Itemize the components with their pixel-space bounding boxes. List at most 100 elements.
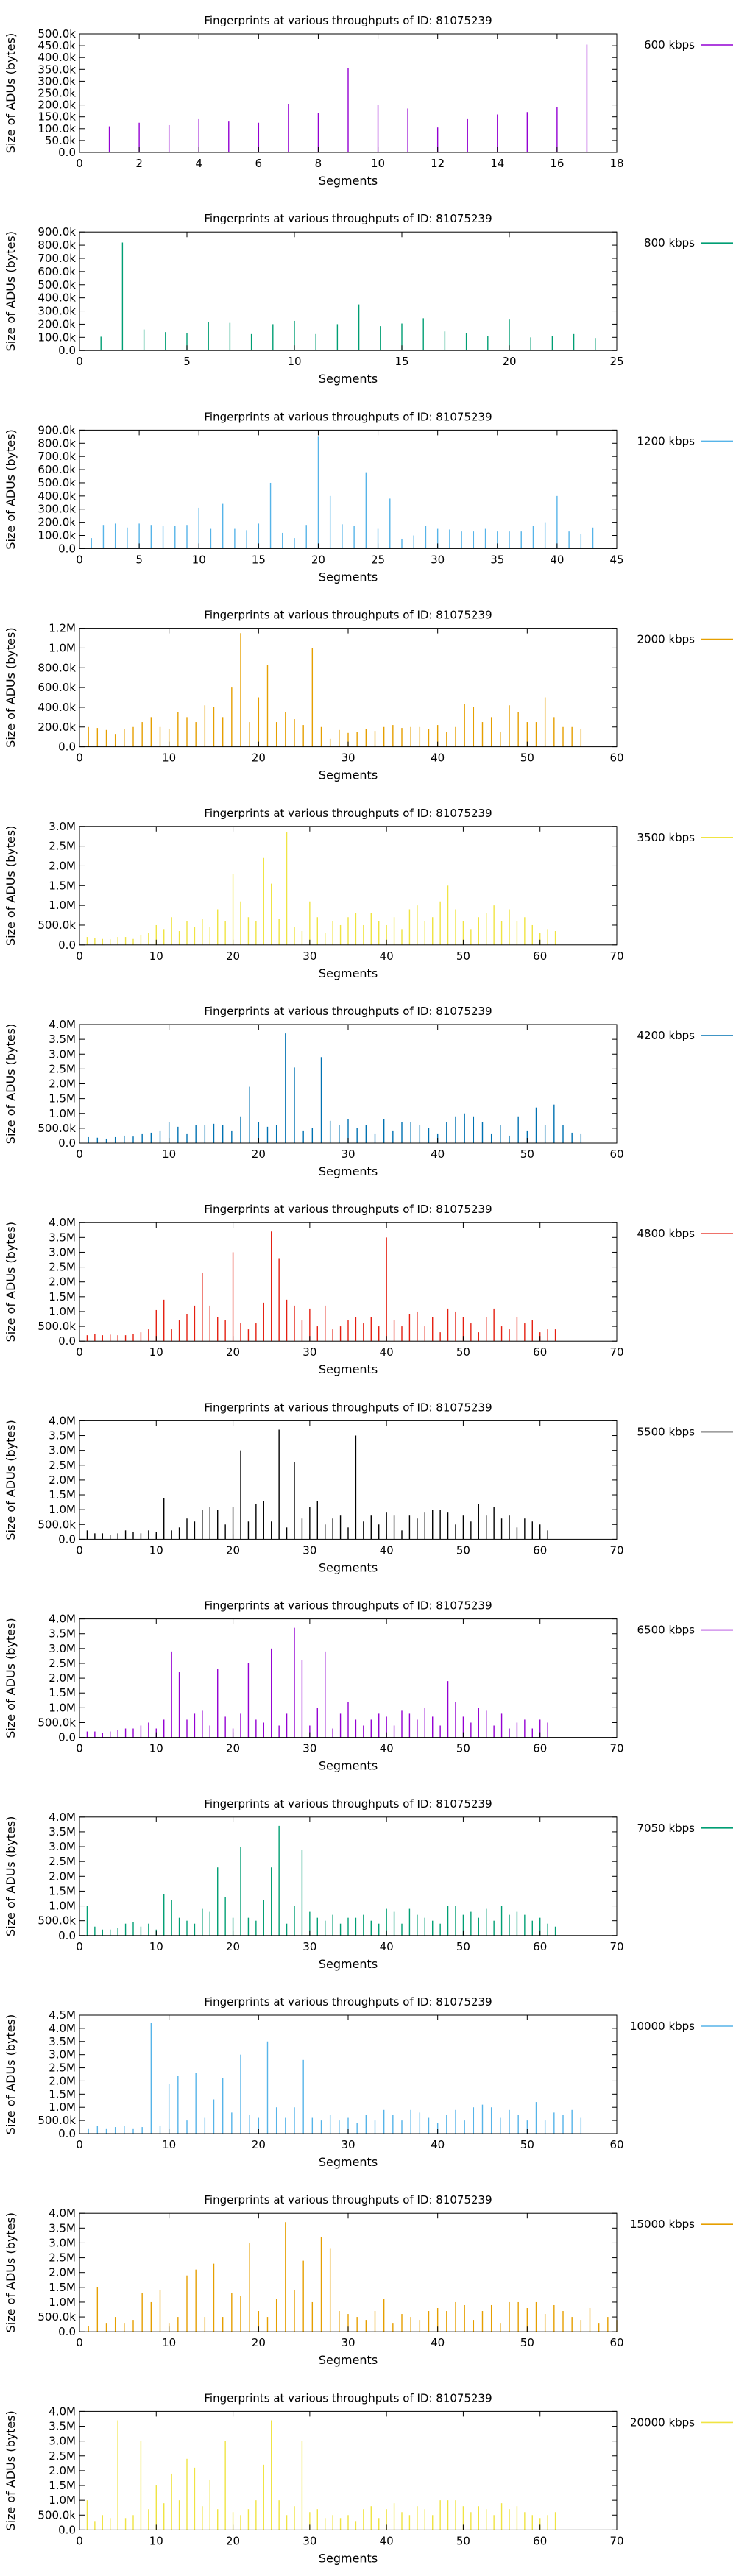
y-axis-label: Size of ADUs (bytes): [4, 231, 18, 351]
y-tick-label: 3.5M: [49, 2221, 76, 2234]
x-tick-label: 60: [533, 2534, 547, 2547]
y-tick-label: 0.0: [58, 1929, 76, 1942]
x-tick-label: 10: [149, 1543, 163, 1557]
y-tick-label: 3.0M: [49, 2048, 76, 2062]
x-tick-label: 5: [183, 355, 191, 368]
y-tick-label: 1.0M: [49, 1900, 76, 1913]
x-tick-label: 0: [76, 355, 83, 368]
x-tick-label: 60: [609, 751, 623, 765]
y-tick-label: 2.0M: [49, 1473, 76, 1487]
x-tick-label: 25: [371, 553, 385, 566]
x-tick-label: 35: [490, 553, 504, 566]
y-tick-label: 100.0k: [38, 529, 76, 542]
y-tick-label: 0.0: [58, 1334, 76, 1348]
y-tick-label: 400.0k: [38, 51, 76, 64]
y-tick-label: 4.0M: [49, 2405, 76, 2418]
y-tick-label: 3.0M: [49, 1840, 76, 1853]
x-tick-label: 5: [135, 553, 143, 566]
x-tick-label: 0: [76, 1543, 83, 1557]
y-tick-label: 2.0M: [49, 2464, 76, 2477]
x-axis-label: Segments: [319, 1759, 378, 1773]
x-tick-label: 30: [341, 2138, 355, 2151]
chart-title: Fingerprints at various throughputs of I…: [204, 609, 492, 622]
x-tick-label: 0: [76, 553, 83, 566]
y-tick-label: 0.0: [58, 146, 76, 159]
x-tick-label: 25: [609, 355, 623, 368]
y-tick-label: 500.0k: [38, 2114, 76, 2127]
x-tick-label: 8: [315, 157, 322, 170]
y-tick-label: 4.0M: [49, 1811, 76, 1824]
x-tick-label: 10: [149, 2534, 163, 2547]
x-tick-label: 0: [76, 1940, 83, 1953]
y-tick-label: 1.5M: [49, 2479, 76, 2492]
y-tick-label: 3.0M: [49, 1047, 76, 1061]
x-tick-label: 60: [533, 1345, 547, 1359]
x-tick-label: 40: [431, 751, 445, 765]
chart-panel: Fingerprints at various throughputs of I…: [4, 1005, 733, 1178]
y-tick-label: 1.5M: [49, 1290, 76, 1303]
y-tick-label: 500.0k: [38, 919, 76, 932]
legend-label: 1200 kbps: [637, 434, 696, 447]
y-tick-label: 500.0k: [38, 1914, 76, 1928]
y-tick-label: 150.0k: [38, 110, 76, 124]
x-tick-label: 16: [550, 157, 564, 170]
x-tick-label: 70: [609, 1345, 623, 1359]
legend-label: 10000 kbps: [630, 2020, 695, 2033]
legend-label: 600 kbps: [644, 38, 695, 52]
y-tick-label: 1.0M: [49, 1503, 76, 1516]
x-tick-label: 45: [609, 553, 623, 566]
plot-border: [79, 1420, 618, 1540]
x-tick-label: 40: [431, 2336, 445, 2349]
x-tick-label: 50: [456, 2534, 470, 2547]
x-tick-label: 10: [162, 751, 176, 765]
x-tick-label: 0: [76, 2534, 83, 2547]
x-tick-label: 15: [394, 355, 408, 368]
x-tick-label: 30: [341, 1147, 355, 1161]
y-tick-label: 1.0M: [49, 2101, 76, 2114]
y-tick-label: 1.0M: [49, 641, 76, 654]
chart-title: Fingerprints at various throughputs of I…: [204, 807, 492, 820]
y-tick-label: 500.0k: [38, 278, 76, 291]
x-tick-label: 20: [311, 553, 325, 566]
y-tick-label: 1.5M: [49, 879, 76, 892]
x-tick-label: 30: [302, 1742, 316, 1755]
chart-title: Fingerprints at various throughputs of I…: [204, 1797, 492, 1811]
chart-title: Fingerprints at various throughputs of I…: [204, 2193, 492, 2207]
x-axis-label: Segments: [319, 2155, 378, 2169]
y-tick-label: 3.5M: [49, 1627, 76, 1641]
x-tick-label: 60: [609, 1147, 623, 1161]
legend-label: 800 kbps: [644, 236, 695, 250]
x-tick-label: 30: [341, 751, 355, 765]
legend-label: 4800 kbps: [637, 1227, 696, 1240]
x-tick-label: 30: [302, 1543, 316, 1557]
y-axis-label: Size of ADUs (bytes): [4, 627, 18, 747]
y-axis-label: Size of ADUs (bytes): [4, 2410, 18, 2530]
x-tick-label: 0: [76, 2336, 83, 2349]
y-tick-label: 4.0M: [49, 1018, 76, 1031]
chart-panel: Fingerprints at various throughputs of I…: [4, 1401, 733, 1574]
y-tick-label: 600.0k: [38, 265, 76, 278]
y-tick-label: 3.0M: [49, 2236, 76, 2249]
legend-label: 3500 kbps: [637, 831, 696, 844]
y-tick-label: 0.0: [58, 344, 76, 357]
legend-label: 20000 kbps: [630, 2416, 695, 2429]
x-tick-label: 0: [76, 751, 83, 765]
y-tick-label: 1.0M: [49, 1701, 76, 1714]
y-tick-label: 200.0k: [38, 721, 76, 734]
x-axis-label: Segments: [319, 1560, 378, 1574]
x-tick-label: 10: [149, 949, 163, 963]
x-axis-label: Segments: [319, 768, 378, 782]
chart-title: Fingerprints at various throughputs of I…: [204, 1005, 492, 1018]
x-tick-label: 20: [226, 1940, 240, 1953]
y-tick-label: 2.5M: [49, 1459, 76, 1472]
x-axis-label: Segments: [319, 1362, 378, 1376]
x-tick-label: 10: [149, 1940, 163, 1953]
y-tick-label: 2.0M: [49, 1671, 76, 1685]
y-tick-label: 3.5M: [49, 1033, 76, 1046]
plot-border: [79, 2410, 618, 2530]
x-tick-label: 40: [380, 2534, 394, 2547]
x-tick-label: 40: [380, 1543, 394, 1557]
y-tick-label: 600.0k: [38, 681, 76, 694]
y-tick-label: 900.0k: [38, 225, 76, 238]
x-tick-label: 20: [252, 2336, 266, 2349]
